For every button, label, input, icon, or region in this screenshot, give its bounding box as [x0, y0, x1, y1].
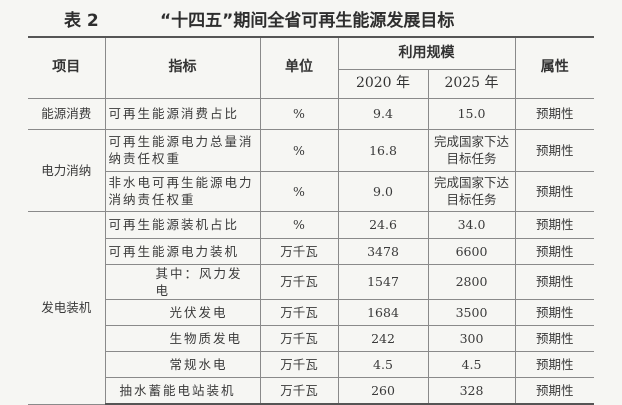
- indicator: 可再生能源装机占比: [104, 210, 261, 239]
- table-row: 能源消费 可再生能源消费占比 % 9.4 15.0 预期性: [28, 97, 594, 130]
- value-2025: 6600: [427, 237, 516, 265]
- unit: 万千瓦: [259, 298, 339, 326]
- indicator: 可再生能源消费占比: [104, 97, 261, 130]
- value-2025: 4.5: [427, 350, 516, 378]
- header-category: 项目: [28, 36, 106, 99]
- group-label: 电力消纳: [28, 128, 106, 212]
- table-row: 非水电可再生能源电力消纳责任权重 % 9.0 完成国家下达目标任务 预期性: [28, 170, 594, 212]
- value-2020: 9.4: [337, 97, 429, 130]
- indicator: 光伏发电: [105, 298, 261, 326]
- attribute: 预期性: [514, 170, 594, 212]
- header-indicator: 指标: [104, 36, 261, 99]
- attribute: 预期性: [514, 298, 594, 326]
- attribute: 预期性: [514, 97, 594, 130]
- header-2020: 2020 年: [338, 68, 429, 99]
- table-row: 发电装机 可再生能源装机占比 % 24.6 34.0 预期性: [28, 210, 594, 405]
- unit: 万千瓦: [259, 263, 339, 300]
- header-attribute: 属性: [514, 36, 594, 99]
- unit: %: [259, 97, 339, 130]
- table-row: 可再生能源电力装机 万千瓦 3478 6600 预期性: [28, 237, 594, 265]
- table-row: 生物质发电 万千瓦 242 300 预期性: [28, 324, 594, 352]
- unit: %: [259, 210, 339, 239]
- table-number: 表 2: [64, 11, 99, 31]
- indicator: 其中：风力发电: [105, 263, 261, 300]
- unit: 万千瓦: [259, 237, 339, 265]
- value-2025: 3500: [427, 298, 516, 326]
- attribute: 预期性: [514, 210, 594, 239]
- table-row: 其中：风力发电 万千瓦 1547 2800 预期性: [28, 263, 594, 300]
- unit: %: [259, 170, 339, 212]
- group-label: 发电装机: [28, 210, 106, 405]
- table-caption: “十四五”期间全省可再生能源发展目标: [160, 11, 455, 31]
- value-2025: 完成国家下达目标任务: [427, 128, 516, 172]
- table-title: 表 2 “十四五”期间全省可再生能源发展目标: [64, 6, 454, 31]
- indicator: 可再生能源电力装机: [105, 237, 261, 265]
- value-2025: 300: [427, 324, 516, 352]
- table-row: 电力消纳 可再生能源电力总量消纳责任权重 % 16.8 完成国家下达目标任务 预…: [28, 128, 594, 212]
- unit: 万千瓦: [259, 350, 339, 378]
- unit: %: [259, 128, 339, 172]
- group-label: 能源消费: [28, 97, 106, 130]
- value-2020: 4.5: [337, 350, 429, 378]
- table-row: 常规水电 万千瓦 4.5 4.5 预期性: [28, 350, 594, 378]
- header-2025: 2025 年: [427, 68, 515, 99]
- value-2025: 34.0: [427, 210, 516, 239]
- attribute: 预期性: [514, 237, 594, 265]
- value-2020: 24.6: [337, 210, 429, 239]
- indicator: 生物质发电: [105, 324, 261, 352]
- value-2025: 2800: [427, 263, 516, 300]
- attribute: 预期性: [514, 350, 594, 378]
- value-2020: 9.0: [337, 170, 429, 212]
- indicator: 常规水电: [105, 350, 261, 378]
- header-unit: 单位: [259, 36, 339, 99]
- unit: 万千瓦: [259, 324, 339, 352]
- value-2025: 15.0: [427, 97, 516, 130]
- attribute: 预期性: [514, 263, 594, 300]
- value-2020: 16.8: [337, 128, 429, 172]
- attribute: 预期性: [514, 324, 594, 352]
- indicator: 可再生能源电力总量消纳责任权重: [104, 128, 261, 172]
- value-2020: 1684: [337, 298, 429, 326]
- value-2020: 1547: [337, 263, 429, 300]
- attribute: 预期性: [514, 128, 594, 172]
- value-2020: 242: [337, 324, 429, 352]
- table-row: 光伏发电 万千瓦 1684 3500 预期性: [28, 298, 594, 326]
- header-scale: 利用规模: [337, 36, 516, 70]
- value-2020: 3478: [337, 237, 429, 265]
- targets-table: 项目 指标 单位 利用规模 属性 2020 年 2025 年 能源消费 可再生能…: [28, 36, 594, 405]
- indicator: 非水电可再生能源电力消纳责任权重: [105, 170, 261, 212]
- value-2025: 完成国家下达目标任务: [427, 170, 516, 212]
